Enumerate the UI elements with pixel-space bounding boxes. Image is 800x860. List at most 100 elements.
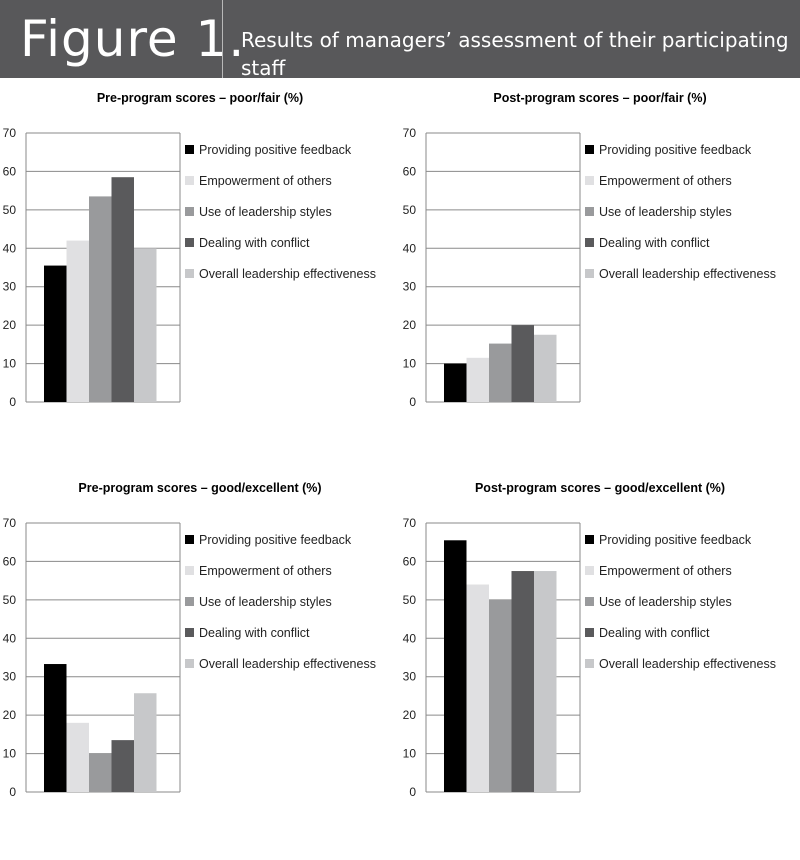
legend-label: Empowerment of others bbox=[599, 564, 732, 578]
bar-chart: 0 10 20 30 40 50 60 70 Providing positive feedba… bbox=[403, 126, 776, 409]
chart-panel-post-poor-fair: Post-program scores – poor/fair (%) 0 10 2… bbox=[400, 90, 800, 470]
bar-chart: 0 10 20 30 40 50 60 70 Providing positive feedba… bbox=[3, 126, 376, 409]
bar bbox=[111, 740, 134, 792]
legend-swatch bbox=[185, 176, 194, 185]
chart-panel-post-good-excellent: Post-program scores – good/excellent (%)… bbox=[400, 480, 800, 860]
legend-swatch bbox=[585, 269, 594, 278]
chart-title: Post-program scores – poor/fair (%) bbox=[493, 91, 707, 105]
y-tick-label: 40 bbox=[3, 631, 17, 645]
chart-panel-pre-poor-fair: Pre-program scores – poor/fair (%) 0 10 20… bbox=[0, 90, 400, 470]
bar bbox=[44, 664, 67, 792]
y-tick-label: 0 bbox=[409, 785, 416, 799]
legend-label: Overall leadership effectiveness bbox=[599, 267, 776, 281]
bar bbox=[534, 571, 557, 792]
y-tick-label: 0 bbox=[9, 395, 16, 409]
legend-swatch bbox=[185, 659, 194, 668]
legend-label: Overall leadership effectiveness bbox=[199, 657, 376, 671]
legend-swatch bbox=[185, 597, 194, 606]
y-tick-label: 10 bbox=[3, 747, 17, 761]
bar-chart: 0 10 20 30 40 50 60 70 Providing positive feedba… bbox=[403, 516, 776, 799]
legend-label: Overall leadership effectiveness bbox=[199, 267, 376, 281]
y-tick-label: 40 bbox=[403, 241, 417, 255]
y-tick-label: 10 bbox=[3, 357, 17, 371]
legend-label: Providing positive feedback bbox=[199, 533, 352, 547]
bar bbox=[89, 196, 112, 402]
y-tick-label: 50 bbox=[403, 593, 417, 607]
bar bbox=[511, 571, 534, 792]
y-tick-label: 30 bbox=[403, 280, 417, 294]
y-tick-label: 30 bbox=[3, 670, 17, 684]
chart-title: Pre-program scores – good/excellent (%) bbox=[78, 481, 322, 495]
header-divider bbox=[222, 0, 223, 78]
legend-label: Overall leadership effectiveness bbox=[599, 657, 776, 671]
y-tick-label: 40 bbox=[403, 631, 417, 645]
figure-subtitle: Results of managers’ assessment of their… bbox=[241, 28, 789, 80]
legend-swatch bbox=[185, 628, 194, 637]
bar bbox=[66, 722, 89, 792]
legend-label: Dealing with conflict bbox=[599, 236, 710, 250]
y-tick-label: 30 bbox=[403, 670, 417, 684]
figure-header: Figure 1. Results of managers’ assessmen… bbox=[0, 0, 800, 80]
y-tick-label: 60 bbox=[403, 164, 417, 178]
legend-label: Empowerment of others bbox=[599, 174, 732, 188]
legend-swatch bbox=[185, 207, 194, 216]
bar bbox=[466, 357, 489, 402]
bar bbox=[489, 599, 512, 792]
y-tick-label: 60 bbox=[3, 164, 17, 178]
y-tick-label: 50 bbox=[3, 593, 17, 607]
y-tick-label: 20 bbox=[403, 318, 417, 332]
y-tick-label: 70 bbox=[403, 516, 417, 530]
y-tick-label: 10 bbox=[403, 357, 417, 371]
bar bbox=[444, 540, 467, 792]
bar bbox=[134, 248, 157, 402]
y-tick-label: 50 bbox=[3, 203, 17, 217]
legend-label: Providing positive feedback bbox=[199, 143, 352, 157]
legend-label: Providing positive feedback bbox=[599, 143, 752, 157]
y-tick-label: 20 bbox=[403, 708, 417, 722]
figure-label: Figure 1. bbox=[20, 10, 246, 68]
legend-label: Use of leadership styles bbox=[599, 205, 732, 219]
y-tick-label: 10 bbox=[403, 747, 417, 761]
legend-swatch bbox=[585, 238, 594, 247]
bar bbox=[66, 240, 89, 402]
legend-label: Use of leadership styles bbox=[199, 205, 332, 219]
bar bbox=[444, 363, 467, 402]
y-tick-label: 70 bbox=[3, 126, 17, 140]
y-tick-label: 70 bbox=[3, 516, 17, 530]
y-tick-label: 60 bbox=[3, 554, 17, 568]
y-tick-label: 60 bbox=[403, 554, 417, 568]
bar bbox=[466, 584, 489, 792]
chart-title: Post-program scores – good/excellent (%) bbox=[474, 481, 726, 495]
y-tick-label: 30 bbox=[3, 280, 17, 294]
bar bbox=[111, 177, 134, 402]
legend-label: Empowerment of others bbox=[199, 174, 332, 188]
legend-label: Use of leadership styles bbox=[599, 595, 732, 609]
legend-label: Use of leadership styles bbox=[199, 595, 332, 609]
legend-label: Dealing with conflict bbox=[599, 626, 710, 640]
bar bbox=[44, 265, 67, 402]
y-tick-label: 20 bbox=[3, 708, 17, 722]
bar bbox=[89, 753, 112, 792]
y-tick-label: 20 bbox=[3, 318, 17, 332]
legend-swatch bbox=[585, 628, 594, 637]
legend-label: Empowerment of others bbox=[199, 564, 332, 578]
y-tick-label: 40 bbox=[3, 241, 17, 255]
y-tick-label: 70 bbox=[403, 126, 417, 140]
legend-label: Providing positive feedback bbox=[599, 533, 752, 547]
legend-label: Dealing with conflict bbox=[199, 626, 310, 640]
bar bbox=[134, 693, 157, 792]
bar bbox=[511, 325, 534, 402]
y-tick-label: 0 bbox=[409, 395, 416, 409]
legend-swatch bbox=[185, 535, 194, 544]
y-tick-label: 0 bbox=[9, 785, 16, 799]
legend-swatch bbox=[185, 145, 194, 154]
legend-swatch bbox=[585, 659, 594, 668]
bar-chart: 0 10 20 30 40 50 60 70 Providing positive feedba… bbox=[3, 516, 376, 799]
bar bbox=[534, 334, 557, 402]
legend-swatch bbox=[185, 238, 194, 247]
legend-swatch bbox=[585, 535, 594, 544]
legend-swatch bbox=[185, 566, 194, 575]
chart-panel-pre-good-excellent: Pre-program scores – good/excellent (%) … bbox=[0, 480, 400, 860]
chart-title: Pre-program scores – poor/fair (%) bbox=[96, 91, 304, 105]
legend-swatch bbox=[585, 566, 594, 575]
